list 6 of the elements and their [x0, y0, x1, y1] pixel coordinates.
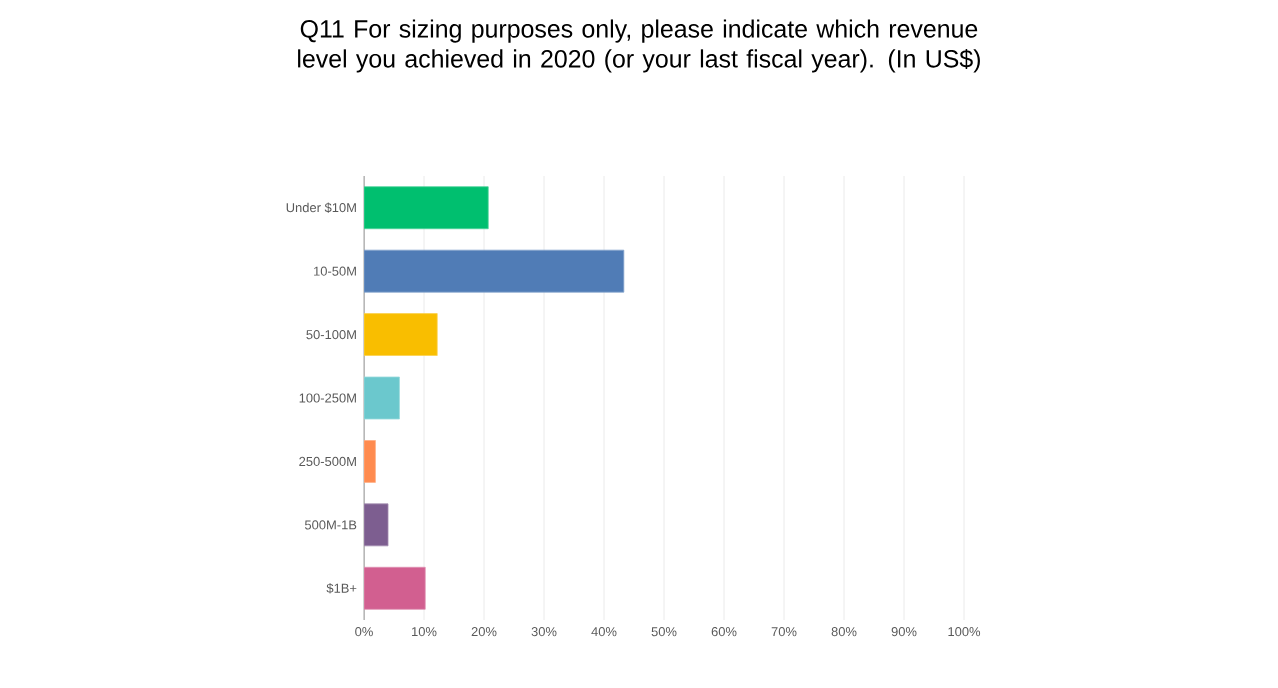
chart-title: Q11 For sizing purposes only, please indicate which revenue level you achieved in 2020 (or your last fiscal year). (In US$) — [298, 19, 980, 73]
bar — [364, 440, 376, 483]
bar — [364, 376, 400, 420]
bar — [364, 313, 438, 356]
bar — [364, 186, 489, 230]
bar — [364, 566, 426, 610]
